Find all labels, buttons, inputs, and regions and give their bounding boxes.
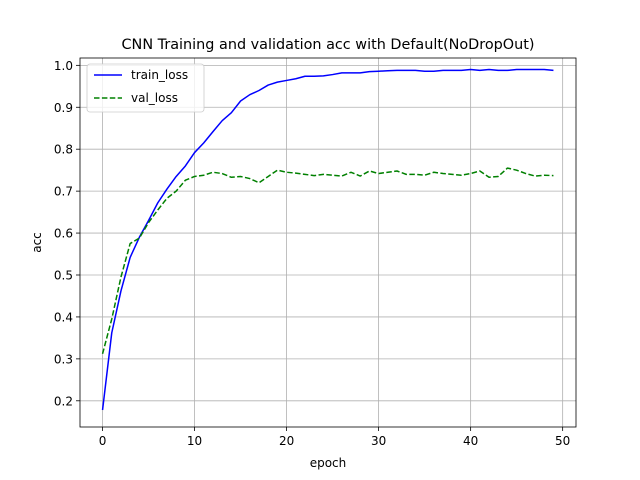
legend-label-val-loss: val_loss [131,91,178,105]
grid [80,58,576,427]
y-tick-label: 0.7 [54,185,73,199]
y-tick-label: 0.4 [54,310,73,324]
x-tick-label: 20 [279,434,294,448]
series-group [101,68,554,411]
y-tick-label: 0.2 [54,394,73,408]
x-tick-label: 10 [187,434,202,448]
series-line-val-loss [101,167,554,355]
legend-label-train-loss: train_loss [131,68,188,82]
y-axis: 0.2 0.3 0.4 0.5 0.6 0.7 0.8 0.9 1.0 [54,59,80,408]
x-tick-label: 50 [555,434,570,448]
x-axis-label: epoch [310,456,347,470]
y-tick-label: 0.3 [54,352,73,366]
x-tick-label: 30 [371,434,386,448]
legend-box [86,63,205,113]
chart-title: CNN Training and validation acc with Def… [122,37,535,53]
plot-frame [79,57,577,428]
x-tick-label: 0 [99,434,107,448]
x-axis: 0 10 20 30 40 50 [99,427,570,448]
y-tick-label: 1.0 [54,59,73,73]
x-tick-label: 40 [463,434,478,448]
legend: train_loss val_loss [86,63,205,113]
y-tick-label: 0.6 [54,227,73,241]
series-line-train-loss [101,68,554,411]
y-tick-label: 0.5 [54,268,73,282]
y-tick-label: 0.8 [54,143,73,157]
y-tick-label: 0.9 [54,101,73,115]
y-axis-label: acc [30,232,44,253]
